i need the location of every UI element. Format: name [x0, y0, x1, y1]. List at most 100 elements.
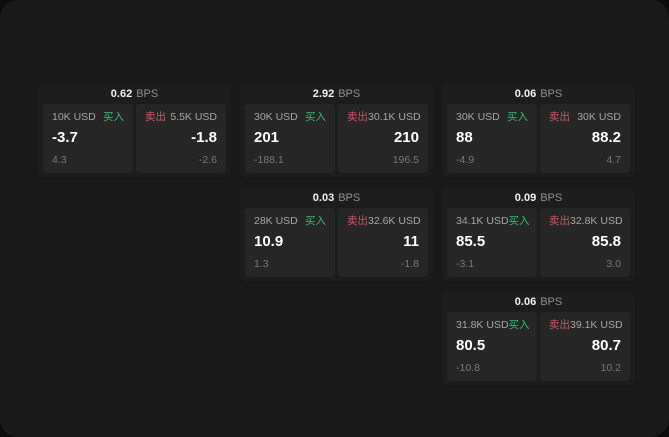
sell-panel-top: 卖出 32.8K USD — [549, 215, 623, 228]
sell-tag: 卖出 — [549, 215, 570, 227]
buy-tag: 买入 — [508, 319, 530, 331]
sell-amount: 5.5K USD — [170, 111, 217, 123]
sell-change: 10.2 — [600, 362, 621, 374]
buy-panel-top: 30K USD 买入 — [254, 111, 326, 124]
buy-amount: 31.8K USD — [456, 319, 509, 331]
sell-quote-panel[interactable]: 卖出 30K USD 88.2 4.7 — [540, 104, 630, 173]
sell-panel-top: 卖出 32.6K USD — [347, 215, 421, 228]
sell-quote-panel[interactable]: 卖出 39.1K USD 80.7 10.2 — [540, 312, 630, 381]
quote-body: 28K USD 买入 10.9 1.3 卖出 32.6K USD 11 -1.8 — [240, 208, 433, 282]
buy-change: -4.9 — [456, 154, 475, 166]
buy-quote-panel[interactable]: 31.8K USD 买入 80.5 -10.8 — [447, 312, 537, 381]
spread-header: 0.62 BPS — [38, 84, 231, 104]
quote-card-4: 0.03 BPS 28K USD 买入 10.9 1.3 卖出 32.6K US… — [240, 188, 433, 281]
buy-change: -188.1 — [254, 154, 284, 166]
spread-unit-label: BPS — [338, 192, 361, 204]
sell-amount: 30K USD — [577, 111, 621, 123]
buy-panel-top: 28K USD 买入 — [254, 215, 326, 228]
spread-value: 2.92 — [312, 88, 335, 100]
spread-value: 0.03 — [312, 192, 335, 204]
sell-tag: 卖出 — [347, 215, 368, 227]
quote-card-2: 2.92 BPS 30K USD 买入 201 -188.1 卖出 30.1K … — [240, 84, 433, 177]
spread-header: 0.03 BPS — [240, 188, 433, 208]
sell-panel-top: 卖出 30.1K USD — [347, 111, 421, 124]
buy-price: -3.7 — [52, 129, 78, 146]
spread-unit-label: BPS — [540, 192, 563, 204]
spread-value: 0.06 — [514, 88, 537, 100]
quote-body: 30K USD 买入 201 -188.1 卖出 30.1K USD 210 1… — [240, 104, 433, 178]
buy-change: -3.1 — [456, 258, 475, 270]
spread-unit-label: BPS — [338, 88, 361, 100]
sell-price: 88.2 — [591, 129, 621, 146]
quote-card-grid: 0.62 BPS 10K USD 买入 -3.7 4.3 卖出 5.5K USD — [38, 84, 635, 385]
sell-price: 210 — [393, 129, 419, 146]
buy-panel-top: 34.1K USD 买入 — [456, 215, 530, 228]
spread-header: 0.09 BPS — [442, 188, 635, 208]
buy-tag: 买入 — [305, 215, 326, 227]
spread-unit-label: BPS — [136, 88, 159, 100]
quote-card-6: 0.06 BPS 31.8K USD 买入 80.5 -10.8 卖出 39.1… — [442, 292, 635, 385]
spread-header: 2.92 BPS — [240, 84, 433, 104]
buy-amount: 30K USD — [456, 111, 500, 123]
buy-quote-panel[interactable]: 30K USD 买入 88 -4.9 — [447, 104, 537, 173]
quote-card-1: 0.62 BPS 10K USD 买入 -3.7 4.3 卖出 5.5K USD — [38, 84, 231, 177]
quote-body: 10K USD 买入 -3.7 4.3 卖出 5.5K USD -1.8 -2.… — [38, 104, 231, 178]
buy-amount: 28K USD — [254, 215, 298, 227]
sell-quote-panel[interactable]: 卖出 5.5K USD -1.8 -2.6 — [136, 104, 226, 173]
sell-change: 196.5 — [392, 154, 419, 166]
buy-tag: 买入 — [305, 111, 326, 123]
buy-tag: 买入 — [508, 215, 530, 227]
sell-price: -1.8 — [191, 129, 217, 146]
sell-tag: 卖出 — [549, 319, 570, 331]
buy-change: 4.3 — [52, 154, 67, 166]
spread-header: 0.06 BPS — [442, 292, 635, 312]
buy-change: -10.8 — [456, 362, 480, 374]
buy-panel-top: 10K USD 买入 — [52, 111, 124, 124]
sell-change: 4.7 — [606, 154, 621, 166]
sell-panel-top: 卖出 39.1K USD — [549, 319, 623, 332]
sell-tag: 卖出 — [549, 111, 570, 123]
sell-tag: 卖出 — [145, 111, 166, 123]
sell-quote-panel[interactable]: 卖出 32.8K USD 85.8 3.0 — [540, 208, 630, 277]
buy-price: 201 — [254, 129, 280, 146]
spread-unit-label: BPS — [540, 296, 563, 308]
sell-change: -2.6 — [198, 154, 217, 166]
spread-unit-label: BPS — [540, 88, 563, 100]
buy-amount: 30K USD — [254, 111, 298, 123]
buy-tag: 买入 — [103, 111, 124, 123]
quote-card-3: 0.06 BPS 30K USD 买入 88 -4.9 卖出 30K USD — [442, 84, 635, 177]
buy-tag: 买入 — [507, 111, 528, 123]
quote-body: 34.1K USD 买入 85.5 -3.1 卖出 32.8K USD 85.8… — [442, 208, 635, 282]
buy-price: 10.9 — [254, 233, 284, 250]
sell-price: 85.8 — [591, 233, 621, 250]
buy-quote-panel[interactable]: 34.1K USD 买入 85.5 -3.1 — [447, 208, 537, 277]
sell-amount: 30.1K USD — [368, 111, 421, 123]
buy-quote-panel[interactable]: 28K USD 买入 10.9 1.3 — [245, 208, 335, 277]
buy-amount: 10K USD — [52, 111, 96, 123]
sell-change: -1.8 — [400, 258, 419, 270]
sell-amount: 32.6K USD — [368, 215, 421, 227]
sell-panel-top: 卖出 5.5K USD — [145, 111, 217, 124]
buy-panel-top: 30K USD 买入 — [456, 111, 528, 124]
buy-price: 80.5 — [456, 337, 486, 354]
spread-value: 0.62 — [110, 88, 133, 100]
buy-amount: 34.1K USD — [456, 215, 509, 227]
sell-price: 80.7 — [591, 337, 621, 354]
quote-body: 30K USD 买入 88 -4.9 卖出 30K USD 88.2 4.7 — [442, 104, 635, 178]
sell-panel-top: 卖出 30K USD — [549, 111, 621, 124]
quote-card-5: 0.09 BPS 34.1K USD 买入 85.5 -3.1 卖出 32.8K… — [442, 188, 635, 281]
buy-price: 85.5 — [456, 233, 486, 250]
sell-quote-panel[interactable]: 卖出 30.1K USD 210 196.5 — [338, 104, 428, 173]
spread-header: 0.06 BPS — [442, 84, 635, 104]
buy-quote-panel[interactable]: 10K USD 买入 -3.7 4.3 — [43, 104, 133, 173]
sell-amount: 32.8K USD — [570, 215, 623, 227]
sell-quote-panel[interactable]: 卖出 32.6K USD 11 -1.8 — [338, 208, 428, 277]
buy-quote-panel[interactable]: 30K USD 买入 201 -188.1 — [245, 104, 335, 173]
buy-change: 1.3 — [254, 258, 269, 270]
buy-panel-top: 31.8K USD 买入 — [456, 319, 530, 332]
sell-tag: 卖出 — [347, 111, 368, 123]
spread-value: 0.06 — [514, 296, 537, 308]
sell-price: 11 — [403, 233, 419, 250]
buy-price: 88 — [456, 129, 473, 146]
